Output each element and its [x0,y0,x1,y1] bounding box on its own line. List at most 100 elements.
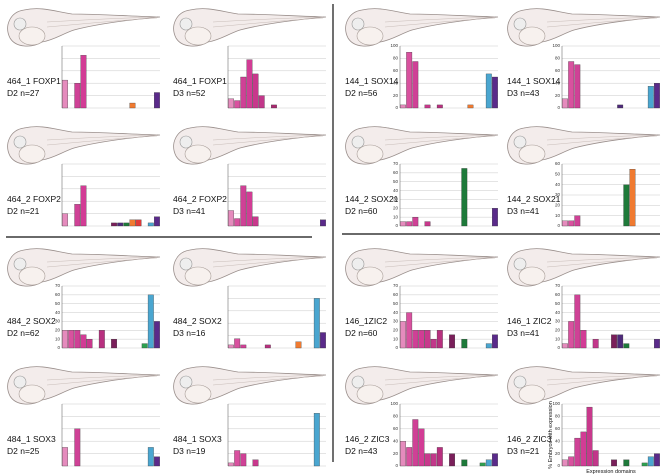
gene-label: 464_1 FOXP1 [7,76,61,86]
y-tick-label: 60 [55,292,61,297]
bar [574,294,581,349]
gene-label: 146_2 ZIC3 [345,434,390,444]
y-tick-label: 20 [55,327,61,332]
bar [240,453,247,467]
bar [574,215,581,227]
gene-label: 464_1 FOXP1 [173,76,227,86]
bar [271,104,277,109]
bar [406,312,413,349]
gene-label: 484_1 SOX3 [7,434,56,444]
embryo-image [507,366,661,405]
bar [641,462,648,467]
bar [62,79,68,109]
panel: 146_2 ZIC3 D3 n=21 0 20 40 60 80 100% Embryos w… [507,366,661,475]
y-axis-title: % Embryos with expression [548,401,554,469]
bar [228,98,234,109]
bar [147,294,154,349]
bar [623,343,630,349]
gene-label: 464_2 FOXP2 [7,194,61,204]
bar [485,343,492,349]
panel: 146_2 ZIC3 D2 n=43 0 20 40 60 80 100 [345,366,499,468]
panel: 144_1 SOX14 D3 n=43 0 20 40 60 80 100 [507,8,661,110]
bar [611,459,617,467]
bar [123,222,130,227]
y-tick-label: 30 [393,197,399,202]
embryo-image [507,248,661,287]
bar [449,453,455,467]
y-tick-label: 0 [557,345,560,350]
bar [485,459,492,467]
stage-label: D2 n=27 [7,88,40,98]
y-tick-label: 60 [555,426,561,431]
bar [449,334,455,349]
bar [135,219,142,227]
bar [406,447,413,467]
bar [234,218,241,227]
bar [74,204,81,227]
y-tick-label: 20 [393,327,399,332]
bar [80,185,87,227]
y-tick-label: 20 [393,93,399,98]
panel: 144_1 SOX14 D2 n=56 0 20 40 60 80 100 [345,8,499,110]
bar [240,76,247,109]
bar [74,330,81,349]
panel: 144_2 SOX21 D2 n=60 0 10 20 30 40 50 60 70 [345,126,499,228]
stage-label: D2 n=62 [7,328,40,338]
bar [154,92,160,109]
y-tick-label: 30 [555,319,561,324]
y-tick-label: 60 [393,170,399,175]
bar [295,341,302,349]
bar [228,462,234,467]
gene-label: 484_1 SOX3 [173,434,222,444]
x-axis-title: Expression domains [586,469,636,475]
bar [654,83,660,109]
y-tick-label: 50 [555,172,561,177]
bar [147,222,154,227]
stage-label: D3 n=16 [173,328,206,338]
panel: 464_2 FOXP2 D2 n=21 [7,126,161,227]
bar [234,338,241,349]
bar [406,221,413,227]
bar [62,213,68,227]
y-tick-label: 10 [393,214,399,219]
panel: 146_1 ZIC2 D3 n=41 0 10 20 30 40 50 60 70 [507,248,661,350]
bar [424,221,431,227]
bar [461,459,468,467]
bar [400,321,406,349]
y-tick-label: 40 [55,310,61,315]
y-tick-label: 60 [393,68,399,73]
gene-label: 146_1 ZIC2 [507,316,552,326]
bar [129,102,136,109]
bar [412,419,419,467]
embryo-image [7,126,161,165]
bar [111,338,117,349]
bar [234,450,241,467]
stage-label: D2 n=60 [345,328,378,338]
y-tick-label: 30 [393,319,399,324]
bar [485,73,492,109]
stage-label: D3 n=52 [173,88,206,98]
y-tick-label: 70 [393,161,399,166]
panel: 464_1 FOXP1 D3 n=52 [173,8,327,109]
bar [80,55,87,109]
gene-label: 144_1 SOX14 [345,76,399,86]
y-tick-label: 10 [555,336,561,341]
bar [430,338,437,349]
bar [98,330,105,349]
embryo-image [507,126,661,165]
bar [240,344,247,349]
y-tick-label: 80 [555,414,561,419]
stage-label: D2 n=43 [345,446,378,456]
y-tick-label: 40 [555,80,561,85]
stage-label: D3 n=41 [173,206,206,216]
y-tick-label: 60 [555,68,561,73]
bar [154,456,160,467]
bar [562,459,568,467]
embryo-image [345,248,499,287]
y-tick-label: 80 [393,56,399,61]
y-tick-label: 100 [390,43,398,48]
stage-label: D3 n=21 [507,446,540,456]
bar [580,431,587,467]
y-tick-label: 50 [555,301,561,306]
panel: 464_2 FOXP2 D3 n=41 [173,126,327,227]
